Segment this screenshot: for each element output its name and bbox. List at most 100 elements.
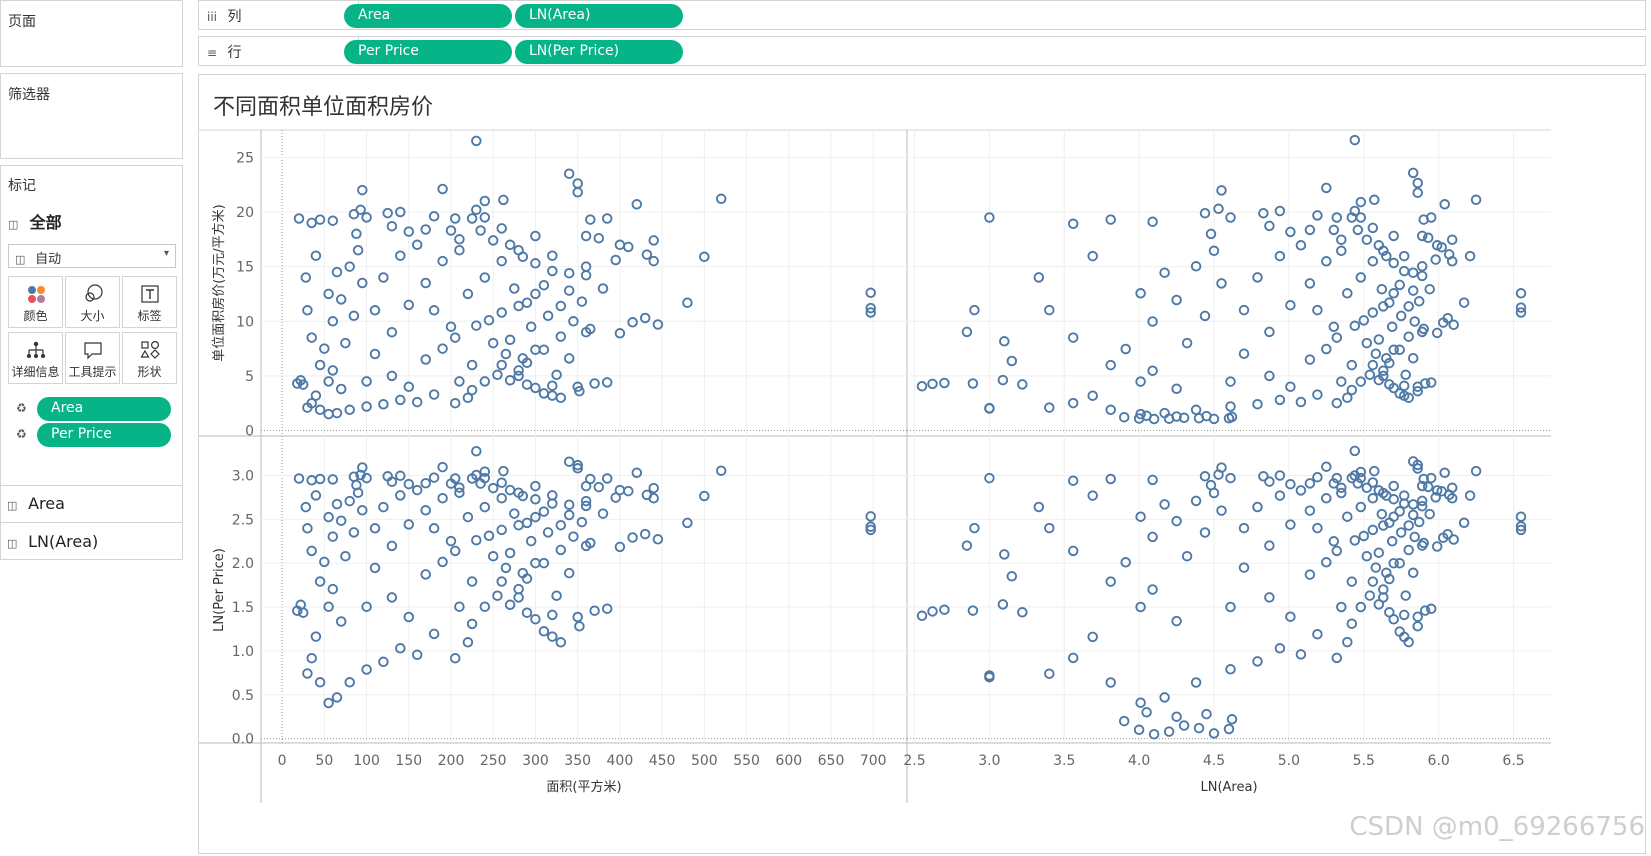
marks-card-area-label: Area <box>28 494 65 513</box>
data-point <box>530 511 541 523</box>
shape-button[interactable]: 形状 <box>122 332 177 384</box>
data-point <box>344 495 355 507</box>
detail-pill-area[interactable]: Area <box>37 397 171 421</box>
detail-icon: ♻ <box>16 401 27 415</box>
data-point <box>1135 697 1146 708</box>
marks-card-area[interactable]: ◫ Area <box>7 494 65 513</box>
y-tick-label: 0.5 <box>232 688 254 704</box>
data-point <box>437 183 448 195</box>
data-point <box>323 408 334 420</box>
scatter-matrix[interactable]: 0 50 100 150 200 250 300 350 400 450 500 550 600 650 7… <box>199 75 1645 853</box>
data-point <box>462 288 474 300</box>
data-point <box>1105 576 1116 587</box>
data-point <box>961 326 973 338</box>
columns-shelf[interactable]: iii 列 Area LN(Area) <box>198 0 1646 30</box>
tooltip-button[interactable]: 工具提示 <box>65 332 120 384</box>
data-point <box>428 472 440 483</box>
data-point <box>1304 278 1316 289</box>
data-point <box>652 319 664 330</box>
data-point <box>496 576 507 587</box>
detail-field-per-price[interactable]: ♻ Per Price <box>8 423 176 447</box>
data-point <box>585 537 596 549</box>
detail-pill-per-price[interactable]: Per Price <box>37 423 171 447</box>
data-point <box>572 459 583 471</box>
data-point <box>1067 475 1079 486</box>
data-point <box>445 321 457 332</box>
data-point <box>483 530 495 542</box>
pages-panel[interactable]: 页面 <box>0 0 183 67</box>
data-point <box>335 294 347 305</box>
data-point <box>916 610 928 622</box>
data-point <box>1264 540 1275 551</box>
data-point <box>1199 207 1211 219</box>
detail-button[interactable]: 详细信息 <box>8 332 63 384</box>
data-point <box>967 605 979 616</box>
data-point <box>1304 354 1316 365</box>
label-button[interactable]: 标签 <box>122 276 177 328</box>
mark-type-dropdown[interactable]: ◫ 自动 ▾ <box>8 244 176 268</box>
data-point <box>1416 270 1428 282</box>
data-point <box>1464 250 1476 262</box>
data-point <box>614 239 626 251</box>
data-point <box>639 312 651 324</box>
data-point <box>1425 603 1437 615</box>
data-point <box>969 522 980 534</box>
data-point <box>597 508 609 519</box>
data-point <box>420 569 431 580</box>
data-point <box>351 479 362 491</box>
data-point <box>327 215 339 226</box>
data-point <box>471 135 482 147</box>
data-point <box>997 374 1009 386</box>
data-point <box>420 354 431 365</box>
visualization[interactable]: 不同面积单位面积房价 0 50 100 150 200 250 300 350 400 450 50… <box>198 74 1646 854</box>
marks-divider <box>1 485 182 486</box>
data-point <box>1147 531 1158 543</box>
marks-all-header[interactable]: ◫ 全部 <box>8 209 62 233</box>
data-point <box>292 378 303 389</box>
data-point <box>601 603 613 614</box>
column-pill-ln-area[interactable]: LN(Area) <box>515 4 683 28</box>
data-point <box>1044 402 1055 413</box>
data-point <box>1133 724 1145 736</box>
data-point <box>1515 307 1527 318</box>
data-point <box>1148 728 1160 740</box>
data-point <box>1412 611 1423 622</box>
data-point <box>411 649 423 661</box>
data-point <box>585 323 596 335</box>
detail-field-area[interactable]: ♻ Area <box>8 397 176 421</box>
data-point <box>1378 487 1389 499</box>
data-point <box>361 401 372 412</box>
data-point <box>1006 571 1018 582</box>
data-point <box>492 369 503 381</box>
size-button[interactable]: 大小 <box>65 276 120 328</box>
rows-shelf[interactable]: ≡ 行 Per Price LN(Per Price) <box>198 36 1646 66</box>
data-point <box>1381 250 1392 262</box>
data-point <box>1418 537 1429 549</box>
color-button[interactable]: 颜色 <box>8 276 63 328</box>
y-tick-label: 5 <box>245 369 254 385</box>
data-point <box>466 473 478 484</box>
data-point <box>462 392 474 404</box>
data-point <box>1346 384 1358 396</box>
marks-card-ln-area[interactable]: ◫ LN(Area) <box>7 532 98 551</box>
data-point <box>1373 334 1385 345</box>
marks-card-ln-area-label: LN(Area) <box>28 532 99 551</box>
data-point <box>300 272 312 283</box>
data-point <box>1105 473 1116 485</box>
column-pill-area[interactable]: Area <box>344 4 512 28</box>
data-point <box>1044 668 1055 679</box>
row-pill-per-price[interactable]: Per Price <box>344 40 512 64</box>
rows-shelf-label: ≡ 行 <box>199 37 359 65</box>
data-point <box>865 511 876 522</box>
filters-panel[interactable]: 筛选器 <box>0 73 183 159</box>
data-point <box>984 671 995 683</box>
data-point <box>580 480 592 492</box>
data-point <box>1258 471 1269 482</box>
data-point <box>1425 472 1437 484</box>
data-point <box>1412 459 1423 471</box>
tooltip-label: 工具提示 <box>68 365 117 379</box>
data-point <box>1361 234 1373 245</box>
data-point <box>1403 544 1414 556</box>
data-point <box>597 283 609 294</box>
row-pill-ln-per-price[interactable]: LN(Per Price) <box>515 40 683 64</box>
